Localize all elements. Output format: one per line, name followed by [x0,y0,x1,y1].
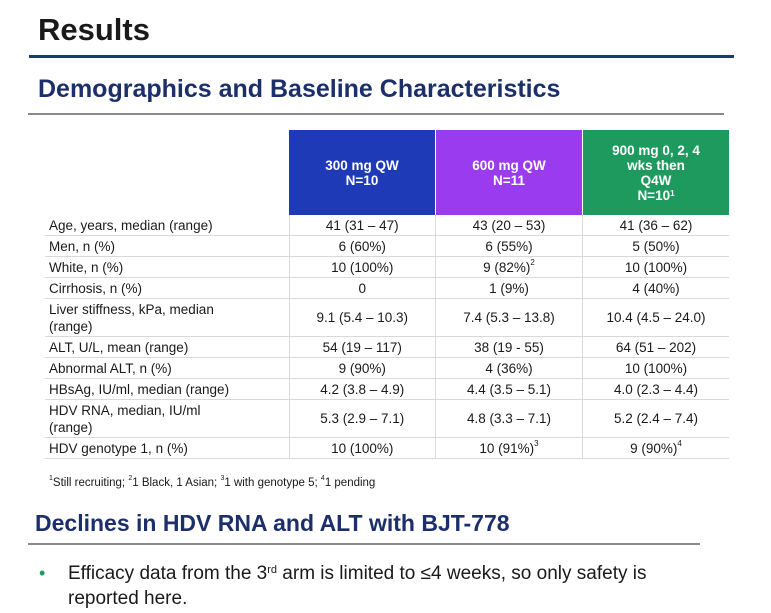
table-cell: 43 (20 – 53) [435,215,583,236]
table-row: Cirrhosis, n (%) 0 1 (9%) 4 (40%) [45,277,729,299]
header-line: 900 mg 0, 2, 4 [612,142,700,158]
row-label: Abnormal ALT, n (%) [45,357,289,379]
footnote-text: Still recruiting; [52,477,129,489]
section2-divider [28,543,700,545]
row-label: HDV genotype 1, n (%) [45,437,289,459]
slide-title: Results [38,12,150,47]
table-row: HDV genotype 1, n (%) 10 (100%) 10 (91%)3 9… [45,437,729,459]
table-cell: 41 (31 – 47) [288,215,436,236]
header-line: N=10 [345,172,379,188]
section2-heading: Declines in HDV RNA and ALT with BJT-778 [35,510,510,536]
table-cell: 4 (36%) [435,357,583,379]
footnote-number: 4 [320,475,325,482]
table-cell: 10.4 (4.5 – 24.0) [582,298,729,337]
header-line: Q4W [640,172,672,188]
header-line: 300 mg QW [325,157,399,173]
cell-superscript: 2 [530,257,535,267]
row-label: Age, years, median (range) [45,215,289,236]
table-cell: 5 (50%) [582,235,729,257]
header-empty-cell [45,130,289,215]
bullet-superscript: rd [267,564,278,576]
footnote-number: 3 [220,475,225,482]
row-label: HDV RNA, median, IU/ml (range) [45,399,289,438]
table-cell: 9 (82%)2 [435,256,583,278]
table-row: Age, years, median (range) 41 (31 – 47) 43… [45,215,729,236]
header-cohort-300mg: 300 mg QW N=10 [289,130,436,215]
table-cell: 10 (100%) [582,357,729,379]
table-row: Abnormal ALT, n (%) 9 (90%) 4 (36%) 10 (100… [45,357,729,379]
section-divider [28,113,724,115]
table-cell: 4.2 (3.8 – 4.9) [288,378,436,400]
bullet-marker: • [39,563,46,583]
table-cell: 64 (51 – 202) [582,336,729,358]
section-heading: Demographics and Baseline Characteristic… [38,75,561,103]
table-cell: 6 (60%) [288,235,436,257]
header-superscript: 1 [670,188,675,198]
table-cell: 7.4 (5.3 – 13.8) [435,298,583,337]
footnote-text: 1 Black, 1 Asian; [132,477,221,489]
table-cell: 1 (9%) [435,277,583,299]
row-label: Liver stiffness, kPa, median (range) [45,298,289,337]
footnote-text: 1 with genotype 5; [224,477,321,489]
header-line: wks then [627,157,685,173]
header-line: N=101 [637,187,675,203]
header-cohort-600mg: 600 mg QW N=11 [435,130,583,215]
title-divider [29,55,734,58]
table-cell: 0 [288,277,436,299]
table-cell: 4.8 (3.3 – 7.1) [435,399,583,438]
table-cell: 5.2 (2.4 – 7.4) [582,399,729,438]
bullet-text-part: arm is limited to ≤4 weeks, so only safe… [68,563,647,609]
row-label: ALT, U/L, mean (range) [45,336,289,358]
baseline-table: 300 mg QW N=10 600 mg QW N=11 900 mg 0, 2,… [45,130,729,459]
table-row: Men, n (%) 6 (60%) 6 (55%) 5 (50%) [45,235,729,257]
footnote-number: 1 [49,475,53,482]
table-cell: 4.0 (2.3 – 4.4) [582,378,729,400]
table-cell: 38 (19 - 55) [435,336,583,358]
table-cell: 9.1 (5.4 – 10.3) [288,298,436,337]
table-row: HDV RNA, median, IU/ml (range) 5.3 (2.9 –… [45,399,729,438]
table-body: Age, years, median (range) 41 (31 – 47) 43… [45,215,729,459]
row-label: White, n (%) [45,256,289,278]
table-cell: 6 (55%) [435,235,583,257]
table-cell: 9 (90%)4 [582,437,729,459]
table-cell: 10 (100%) [288,256,436,278]
table-cell: 10 (91%)3 [435,437,583,459]
row-label: Cirrhosis, n (%) [45,277,289,299]
cell-superscript: 4 [677,438,682,448]
table-cell: 9 (90%) [288,357,436,379]
footnote-number: 2 [128,475,133,482]
table-cell: 10 (100%) [582,256,729,278]
table-footnotes: 1Still recruiting; 21 Black, 1 Asian; 31… [49,475,376,489]
table-row: Liver stiffness, kPa, median (range) 9.1 … [45,298,729,337]
bullet-text: Efficacy data from the 3rd arm is limite… [68,561,708,611]
table-row: ALT, U/L, mean (range) 54 (19 – 117) 38 (1… [45,336,729,358]
cell-superscript: 3 [534,438,539,448]
table-cell: 4.4 (3.5 – 5.1) [435,378,583,400]
header-line: N=11 [493,172,525,188]
row-label: Men, n (%) [45,235,289,257]
table-row: HBsAg, IU/ml, median (range) 4.2 (3.8 – 4… [45,378,729,400]
table-row: White, n (%) 10 (100%) 9 (82%)2 10 (100%) [45,256,729,278]
table-cell: 54 (19 – 117) [288,336,436,358]
header-line: 600 mg QW [472,157,546,173]
bullet-text-part: Efficacy data from the 3 [68,563,268,584]
table-cell: 41 (36 – 62) [582,215,729,236]
footnote-text: 1 pending [324,477,376,489]
table-cell: 10 (100%) [288,437,436,459]
row-label: HBsAg, IU/ml, median (range) [45,378,289,400]
table-cell: 5.3 (2.9 – 7.1) [288,399,436,438]
table-cell: 4 (40%) [582,277,729,299]
header-cohort-900mg: 900 mg 0, 2, 4 wks then Q4W N=101 [582,130,729,215]
table-header-row: 300 mg QW N=10 600 mg QW N=11 900 mg 0, 2,… [45,130,729,215]
